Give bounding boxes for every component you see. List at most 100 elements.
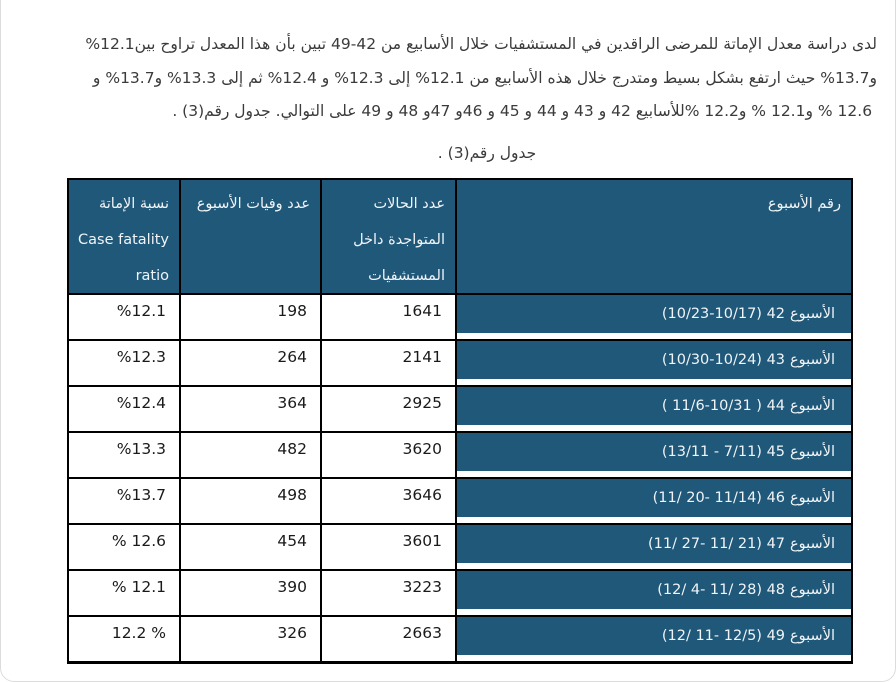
week-word: الأسبوع	[790, 489, 835, 506]
numeric-segment: %12.1	[80, 35, 135, 53]
header-line: المستشفيات	[368, 267, 445, 284]
numeric-segment: 49	[356, 102, 387, 120]
table-caption: جدول رقم (3).	[40, 143, 895, 162]
week-word: الأسبوع	[790, 535, 835, 552]
numeric-segment: (3)	[442, 143, 470, 162]
arabic-text-segment: و	[487, 102, 495, 120]
week-cell: الأسبوع( 11/6-10/31 ) 44	[457, 386, 851, 431]
case-fatality-cell: %12.4	[69, 386, 181, 431]
deaths-cell: 482	[181, 432, 322, 477]
arabic-text-segment: و	[561, 102, 570, 120]
case-fatality-cell: %13.7	[69, 478, 181, 523]
header-week-number: رقم الأسبوع	[457, 179, 851, 293]
case-fatality-cell: 12.2 %	[69, 616, 181, 661]
week-label: الأسبوع (10/23-10/17) 42	[457, 294, 851, 333]
numeric-segment: 42	[606, 102, 636, 120]
numeric-segment: % 12.1و	[751, 102, 818, 120]
table-header-row: نسبة الإماتة Case fatality ratio عدد وفيات…	[69, 179, 851, 293]
week-number-dates: (10/23-10/17) 42	[661, 305, 786, 322]
paragraph-line: % 12.6 % 12.1و % 12.2و للأسابيع 42 و 43 …	[41, 95, 877, 129]
numeric-segment: %12.4	[262, 68, 322, 87]
arabic-text-segment: .	[172, 102, 178, 120]
deaths-cell: 498	[181, 478, 322, 523]
week-label: الأسبوع (10/30-10/24) 43	[457, 340, 851, 379]
week-number-dates: (12/ 4- 11/ 28) 48	[657, 581, 786, 598]
week-cell: الأسبوع (11/ 20- 11/14) 46	[457, 478, 851, 523]
table-row: %12.3 264 2141 الأسبوع (10/30-10/24) 43	[69, 338, 851, 385]
case-fatality-cell: %12.3	[69, 340, 181, 385]
week-word: الأسبوع	[790, 305, 835, 322]
header-line: رقم الأسبوع	[767, 195, 841, 212]
numeric-segment: %12.1	[410, 68, 470, 87]
cases-cell: 2663	[322, 616, 457, 661]
cases-cell: 1641	[322, 294, 457, 339]
numeric-segment: 44	[532, 102, 562, 120]
numeric-segment: 49-42	[326, 35, 381, 53]
numeric-segment: %13.7	[105, 68, 155, 87]
deaths-cell: 390	[181, 570, 322, 615]
arabic-text-segment: للأسابيع	[635, 102, 685, 120]
case-fatality-cell: % 12.1	[69, 570, 181, 615]
week-number-dates: (11/ 27- 11/ 21) 47	[648, 535, 786, 552]
week-cell: الأسبوع (10/23-10/17) 42	[457, 294, 851, 339]
header-line: المتواجدة داخل	[353, 231, 445, 248]
deaths-cell: 364	[181, 386, 322, 431]
numeric-segment: % 12.6	[817, 102, 877, 120]
cases-cell: 2925	[322, 386, 457, 431]
numeric-segment: % 12.2و	[684, 102, 752, 120]
cases-cell: 3223	[322, 570, 457, 615]
numeric-segment: 43	[569, 102, 599, 120]
arabic-text-segment: و	[455, 102, 463, 120]
week-cell: الأسبوع (13/11 - 7/11) 45	[457, 432, 851, 477]
week-label: الأسبوع (12/ 11- 12/5) 49	[457, 616, 851, 655]
week-label: الأسبوع( 11/6-10/31 ) 44	[457, 386, 851, 425]
deaths-cell: 264	[181, 340, 322, 385]
header-line: ratio	[135, 267, 169, 284]
arabic-text-segment: و	[598, 102, 607, 120]
table-row: 12.2 % 326 2663 الأسبوع (12/ 11- 12/5) 49	[69, 614, 851, 661]
table-row: %13.3 482 3620 الأسبوع (13/11 - 7/11) 45	[69, 430, 851, 477]
numeric-segment: (3)	[177, 102, 205, 120]
arabic-text-segment: ثم إلى	[221, 68, 263, 87]
week-word: الأسبوع	[790, 627, 835, 644]
deaths-cell: 454	[181, 524, 322, 569]
week-word: الأسبوع	[790, 443, 835, 460]
numeric-segment: %12.3	[329, 68, 389, 87]
paragraph-line: لدى دراسة معدل الإماتة للمرضى الراقدين ف…	[41, 28, 877, 62]
arabic-text-segment: و	[154, 68, 163, 87]
arabic-text-segment: على التوالي. جدول رقم	[204, 102, 357, 120]
header-weekly-deaths: عدد وفيات الأسبوع	[181, 179, 322, 293]
arabic-text-segment: و	[386, 102, 394, 120]
cases-cell: 3646	[322, 478, 457, 523]
arabic-text-segment: إلى	[388, 68, 411, 87]
week-number-dates: (13/11 - 7/11) 45	[661, 443, 786, 460]
deaths-cell: 326	[181, 616, 322, 661]
week-word: الأسبوع	[790, 581, 835, 598]
header-line: عدد الحالات	[373, 195, 445, 212]
week-number-dates: (12/ 11- 12/5) 49	[661, 627, 786, 644]
week-label: الأسبوع (12/ 4- 11/ 28) 48	[457, 570, 851, 609]
header-hospital-cases: عدد الحالات المتواجدة داخل المستشفيات	[322, 179, 457, 293]
table-row: % 12.1 390 3223 الأسبوع (12/ 4- 11/ 28) 48	[69, 568, 851, 615]
numeric-segment: %13.3	[162, 68, 222, 87]
header-case-fatality: نسبة الإماتة Case fatality ratio	[69, 179, 181, 293]
week-cell: الأسبوع (12/ 11- 12/5) 49	[457, 616, 851, 661]
week-cell: الأسبوع (10/30-10/24) 43	[457, 340, 851, 385]
numeric-segment: 48	[393, 102, 424, 120]
week-cell: الأسبوع (12/ 4- 11/ 28) 48	[457, 570, 851, 615]
numeric-segment: 45	[494, 102, 525, 120]
table-row: %12.4 364 2925 الأسبوع( 11/6-10/31 ) 44	[69, 384, 851, 431]
arabic-text-segment: حيث ارتفع بشكل بسيط ومتدرج خلال هذه الأس…	[469, 68, 821, 87]
week-label: الأسبوع (11/ 20- 11/14) 46	[457, 478, 851, 517]
numeric-segment: 47	[430, 102, 456, 120]
week-number-dates: ( 11/6-10/31 ) 44	[661, 397, 786, 414]
case-fatality-cell: % 12.6	[69, 524, 181, 569]
week-word: الأسبوع	[790, 351, 835, 368]
numeric-segment: %13.7	[820, 68, 870, 87]
header-line: عدد وفيات الأسبوع	[196, 195, 310, 212]
case-fatality-cell: %12.1	[69, 294, 181, 339]
arabic-text-segment: و	[321, 68, 330, 87]
cases-cell: 2141	[322, 340, 457, 385]
week-word: الأسبوع	[790, 397, 835, 414]
